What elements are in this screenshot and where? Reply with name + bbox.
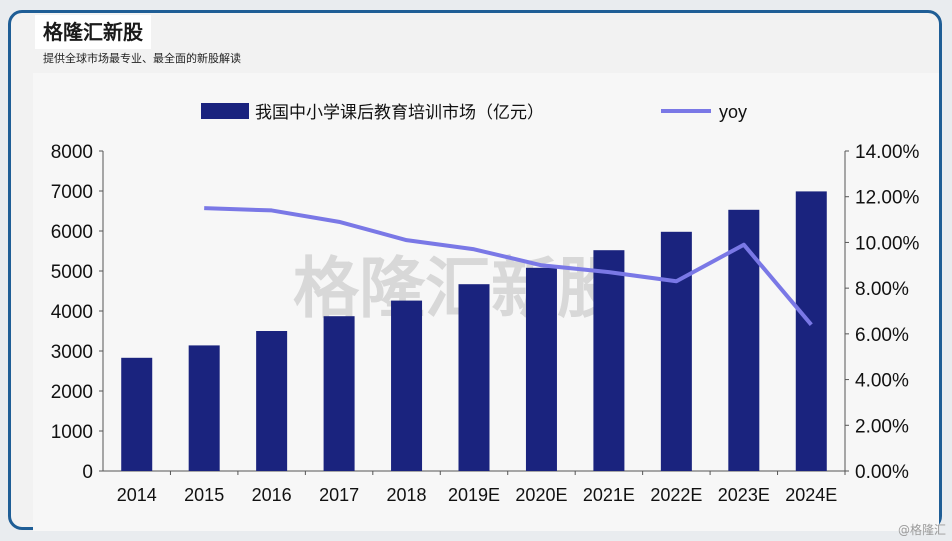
x-axis-tick-label: 2020E bbox=[515, 485, 567, 505]
bar-2018 bbox=[391, 300, 423, 471]
right-axis-tick-label: 2.00% bbox=[855, 416, 909, 437]
right-axis-tick-label: 14.00% bbox=[855, 142, 920, 163]
legend-swatch-bar bbox=[201, 103, 249, 119]
bar-2024E bbox=[795, 191, 827, 471]
left-axis-tick-label: 5000 bbox=[51, 262, 93, 283]
left-axis-tick-label: 2000 bbox=[51, 382, 93, 403]
right-axis-tick-label: 0.00% bbox=[855, 462, 909, 483]
x-axis-tick-label: 2018 bbox=[387, 485, 427, 505]
x-axis-tick-label: 2021E bbox=[583, 485, 635, 505]
bar-2023E bbox=[728, 209, 760, 472]
slide-frame: 格隆汇新股 提供全球市场最专业、最全面的新股解读 格隆汇新股 0 1000 2000 3… bbox=[8, 10, 942, 531]
x-axis-tick-label: 2015 bbox=[184, 485, 224, 505]
left-axis-tick-label: 8000 bbox=[51, 142, 93, 163]
brand-title: 格隆汇新股 bbox=[35, 15, 151, 49]
right-axis-tick-label: 6.00% bbox=[855, 325, 909, 346]
left-axis-tick-label: 0 bbox=[82, 462, 93, 483]
x-axis-tick-label: 2024E bbox=[785, 485, 837, 505]
yoy-line bbox=[204, 206, 813, 327]
x-axis-tick-label: 2019E bbox=[448, 485, 500, 505]
left-axis-tick-label: 3000 bbox=[51, 342, 93, 363]
left-axis-tick-label: 4000 bbox=[51, 302, 93, 323]
left-axis-tick-label: 7000 bbox=[51, 182, 93, 203]
combo-chart: 格隆汇新股 0 1000 2000 3000 4000 5000 6000 7000 8000 0.… bbox=[51, 102, 920, 505]
left-axis-tick-label: 1000 bbox=[51, 422, 93, 443]
right-axis-tick-label: 8.00% bbox=[855, 279, 909, 300]
right-axis-tick-label: 4.00% bbox=[855, 371, 909, 392]
chart-area: 格隆汇新股 0 1000 2000 3000 4000 5000 6000 7000 8000 0.… bbox=[33, 73, 939, 531]
corner-watermark: @格隆汇 bbox=[897, 523, 946, 537]
x-axis-tick-label: 2022E bbox=[650, 485, 702, 505]
bar-2020E bbox=[525, 267, 557, 471]
bar-2022E bbox=[660, 231, 692, 471]
watermark-text: 格隆汇新股 bbox=[293, 249, 623, 327]
legend-label-line: yoy bbox=[719, 102, 747, 122]
x-axis-tick-label: 2017 bbox=[319, 485, 359, 505]
legend-label-bar: 我国中小学课后教育培训市场（亿元） bbox=[255, 103, 544, 123]
bar-2019E bbox=[458, 284, 490, 471]
right-axis-tick-label: 12.00% bbox=[855, 188, 920, 209]
x-axis-tick-label: 2014 bbox=[117, 485, 157, 505]
x-axis-tick-label: 2016 bbox=[252, 485, 292, 505]
bar-2016 bbox=[256, 331, 288, 471]
brand-subtitle: 提供全球市场最专业、最全面的新股解读 bbox=[43, 52, 241, 65]
x-axis-tick-label: 2023E bbox=[718, 485, 770, 505]
right-axis-tick-label: 10.00% bbox=[855, 233, 920, 254]
bar-2021E bbox=[593, 250, 625, 471]
bar-2015 bbox=[188, 345, 220, 471]
bar-2014 bbox=[121, 357, 153, 471]
left-axis-tick-label: 6000 bbox=[51, 222, 93, 243]
bar-2017 bbox=[323, 316, 355, 471]
